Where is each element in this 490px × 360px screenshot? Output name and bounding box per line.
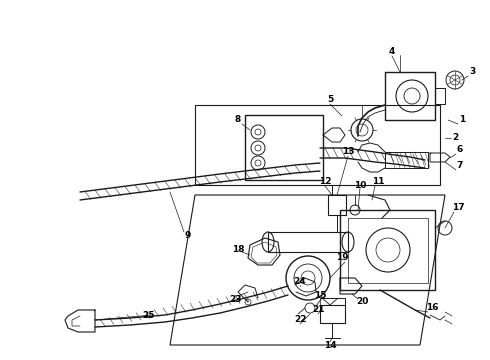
- Bar: [268, 232, 348, 252]
- Text: 3: 3: [469, 68, 475, 77]
- Text: 8: 8: [235, 116, 241, 125]
- Text: 16: 16: [426, 303, 438, 312]
- Text: 12: 12: [319, 177, 331, 186]
- Text: 15: 15: [314, 291, 326, 300]
- Text: 17: 17: [452, 203, 465, 212]
- Text: 14: 14: [324, 341, 336, 350]
- Text: 18: 18: [232, 246, 244, 255]
- Text: 9: 9: [185, 230, 191, 239]
- Text: 23: 23: [229, 296, 241, 305]
- Text: 1: 1: [459, 116, 465, 125]
- Text: 10: 10: [354, 180, 366, 189]
- Text: 13: 13: [342, 148, 354, 157]
- Text: 2: 2: [452, 134, 458, 143]
- Text: 22: 22: [294, 315, 306, 324]
- Text: 20: 20: [356, 297, 368, 306]
- Bar: [245, 115, 323, 180]
- Text: 19: 19: [336, 253, 348, 262]
- Bar: [348, 218, 428, 283]
- Bar: [340, 210, 435, 290]
- Bar: [328, 195, 346, 215]
- Text: 4: 4: [389, 48, 395, 57]
- Text: 11: 11: [372, 177, 384, 186]
- Text: 25: 25: [142, 310, 154, 320]
- Text: 6: 6: [457, 145, 463, 154]
- Text: 7: 7: [457, 162, 463, 171]
- Text: 24: 24: [294, 278, 306, 287]
- Bar: [320, 305, 345, 323]
- Text: 5: 5: [327, 95, 333, 104]
- Text: 21: 21: [312, 306, 324, 315]
